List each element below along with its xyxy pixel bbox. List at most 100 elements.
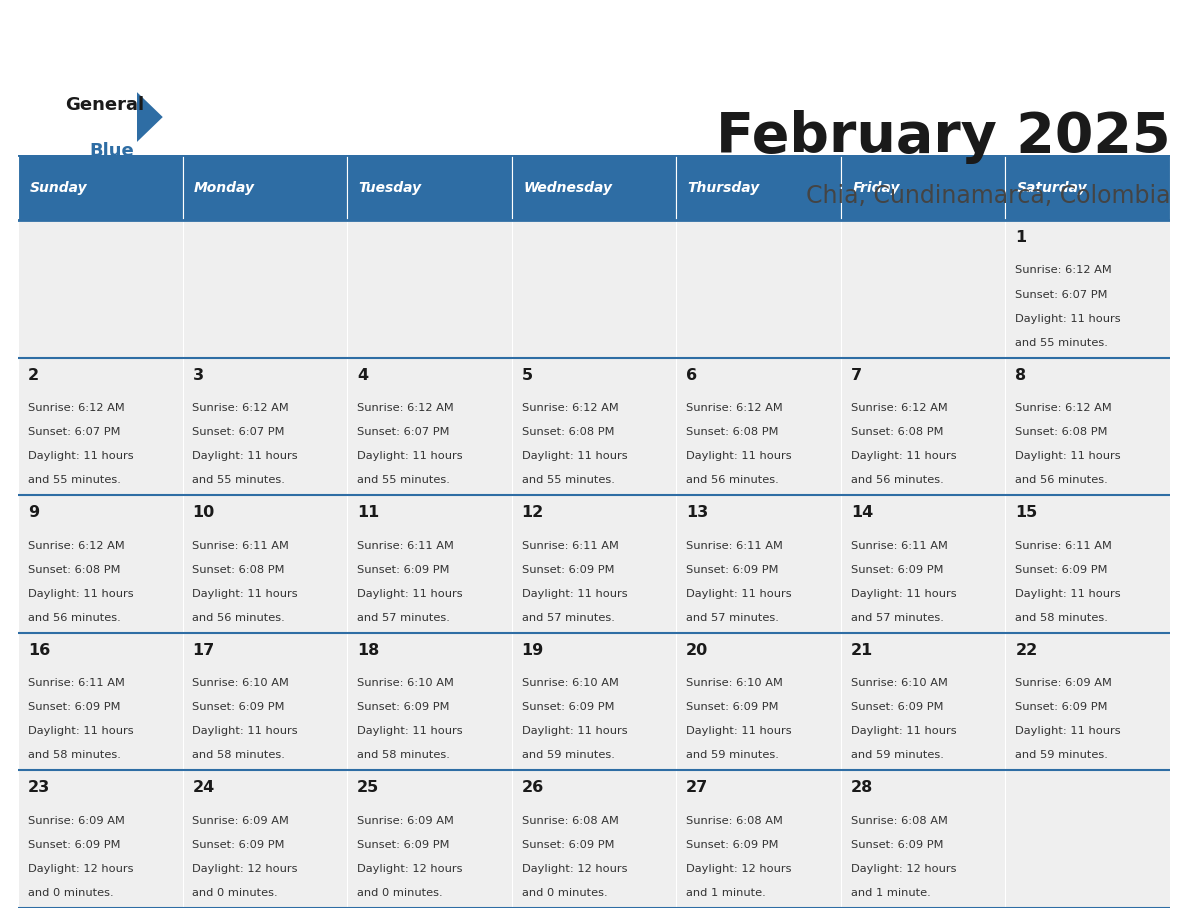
Bar [841, 496, 1005, 633]
Bar [18, 220, 183, 358]
Text: and 0 minutes.: and 0 minutes. [192, 888, 278, 898]
Text: 28: 28 [851, 780, 873, 796]
Text: Thursday: Thursday [688, 181, 760, 195]
Text: Sunrise: 6:08 AM: Sunrise: 6:08 AM [851, 815, 948, 825]
Text: and 56 minutes.: and 56 minutes. [687, 476, 779, 486]
Bar [1005, 633, 1170, 770]
Text: Sunset: 6:09 PM: Sunset: 6:09 PM [687, 702, 778, 712]
Text: 21: 21 [851, 643, 873, 658]
Text: Sunset: 6:08 PM: Sunset: 6:08 PM [1016, 427, 1107, 437]
Bar [18, 770, 183, 908]
Text: Sunset: 6:08 PM: Sunset: 6:08 PM [27, 565, 120, 575]
Text: Chia, Cundinamarca, Colombia: Chia, Cundinamarca, Colombia [805, 184, 1170, 207]
Text: Sunrise: 6:10 AM: Sunrise: 6:10 AM [687, 678, 783, 688]
Bar [18, 358, 183, 496]
Text: Daylight: 11 hours: Daylight: 11 hours [192, 451, 298, 461]
Text: Sunrise: 6:10 AM: Sunrise: 6:10 AM [358, 678, 454, 688]
Text: Saturday: Saturday [1017, 181, 1087, 195]
Polygon shape [137, 92, 163, 142]
Text: 15: 15 [1016, 506, 1037, 521]
Text: Blue: Blue [89, 142, 134, 161]
Bar [676, 358, 841, 496]
Text: 11: 11 [358, 506, 379, 521]
Text: Sunrise: 6:10 AM: Sunrise: 6:10 AM [192, 678, 290, 688]
Text: Daylight: 11 hours: Daylight: 11 hours [1016, 451, 1121, 461]
Text: 13: 13 [687, 506, 708, 521]
Text: 26: 26 [522, 780, 544, 796]
Text: and 0 minutes.: and 0 minutes. [358, 888, 443, 898]
Text: Tuesday: Tuesday [359, 181, 422, 195]
Text: Sunrise: 6:11 AM: Sunrise: 6:11 AM [27, 678, 125, 688]
Text: General: General [65, 96, 145, 115]
Text: Sunset: 6:07 PM: Sunset: 6:07 PM [1016, 289, 1107, 299]
Bar [18, 633, 183, 770]
Text: and 55 minutes.: and 55 minutes. [522, 476, 614, 486]
Text: and 55 minutes.: and 55 minutes. [358, 476, 450, 486]
Text: Daylight: 11 hours: Daylight: 11 hours [522, 726, 627, 736]
Bar [18, 155, 183, 220]
Text: Friday: Friday [852, 181, 899, 195]
Bar [1005, 155, 1170, 220]
Text: Sunrise: 6:12 AM: Sunrise: 6:12 AM [687, 403, 783, 413]
Bar [676, 633, 841, 770]
Text: and 55 minutes.: and 55 minutes. [1016, 338, 1108, 348]
Text: Sunday: Sunday [30, 181, 87, 195]
Text: Sunrise: 6:09 AM: Sunrise: 6:09 AM [1016, 678, 1112, 688]
Text: 23: 23 [27, 780, 50, 796]
Text: 27: 27 [687, 780, 708, 796]
Text: Sunset: 6:07 PM: Sunset: 6:07 PM [27, 427, 120, 437]
Text: Daylight: 12 hours: Daylight: 12 hours [192, 864, 298, 874]
Text: and 0 minutes.: and 0 minutes. [27, 888, 114, 898]
Text: Sunset: 6:09 PM: Sunset: 6:09 PM [522, 840, 614, 850]
Text: Daylight: 12 hours: Daylight: 12 hours [687, 864, 791, 874]
Text: Daylight: 11 hours: Daylight: 11 hours [27, 451, 133, 461]
Bar [183, 155, 347, 220]
Text: Daylight: 11 hours: Daylight: 11 hours [687, 588, 791, 599]
Text: and 55 minutes.: and 55 minutes. [27, 476, 121, 486]
Text: Sunrise: 6:11 AM: Sunrise: 6:11 AM [192, 541, 290, 551]
Text: Sunrise: 6:10 AM: Sunrise: 6:10 AM [851, 678, 948, 688]
Text: Sunrise: 6:10 AM: Sunrise: 6:10 AM [522, 678, 619, 688]
Bar [347, 220, 512, 358]
Text: Daylight: 11 hours: Daylight: 11 hours [851, 726, 956, 736]
Bar [512, 633, 676, 770]
Text: Daylight: 11 hours: Daylight: 11 hours [358, 588, 462, 599]
Text: and 57 minutes.: and 57 minutes. [522, 612, 614, 622]
Text: and 58 minutes.: and 58 minutes. [192, 750, 285, 760]
Bar [841, 155, 1005, 220]
Bar [676, 220, 841, 358]
Bar [1005, 220, 1170, 358]
Bar [512, 155, 676, 220]
Text: Daylight: 11 hours: Daylight: 11 hours [687, 726, 791, 736]
Text: Daylight: 12 hours: Daylight: 12 hours [522, 864, 627, 874]
Text: 2: 2 [27, 368, 39, 383]
Text: Sunset: 6:09 PM: Sunset: 6:09 PM [851, 840, 943, 850]
Text: and 1 minute.: and 1 minute. [687, 888, 766, 898]
Text: and 57 minutes.: and 57 minutes. [851, 612, 943, 622]
Text: Daylight: 11 hours: Daylight: 11 hours [1016, 588, 1121, 599]
Text: Sunrise: 6:12 AM: Sunrise: 6:12 AM [27, 541, 125, 551]
Bar [347, 496, 512, 633]
Text: Sunrise: 6:11 AM: Sunrise: 6:11 AM [687, 541, 783, 551]
Bar [183, 770, 347, 908]
Text: Daylight: 12 hours: Daylight: 12 hours [358, 864, 462, 874]
Text: and 57 minutes.: and 57 minutes. [358, 612, 450, 622]
Text: Sunset: 6:08 PM: Sunset: 6:08 PM [687, 427, 778, 437]
Text: and 0 minutes.: and 0 minutes. [522, 888, 607, 898]
Text: Sunrise: 6:11 AM: Sunrise: 6:11 AM [358, 541, 454, 551]
Text: Sunrise: 6:12 AM: Sunrise: 6:12 AM [1016, 403, 1112, 413]
Bar [183, 358, 347, 496]
Text: Sunset: 6:09 PM: Sunset: 6:09 PM [687, 565, 778, 575]
Text: and 58 minutes.: and 58 minutes. [1016, 612, 1108, 622]
Text: and 55 minutes.: and 55 minutes. [192, 476, 285, 486]
Text: 1: 1 [1016, 230, 1026, 245]
Text: Sunset: 6:09 PM: Sunset: 6:09 PM [358, 702, 449, 712]
Text: Sunset: 6:08 PM: Sunset: 6:08 PM [522, 427, 614, 437]
Text: and 56 minutes.: and 56 minutes. [1016, 476, 1108, 486]
Text: 7: 7 [851, 368, 861, 383]
Bar [512, 358, 676, 496]
Text: 16: 16 [27, 643, 50, 658]
Text: Sunset: 6:09 PM: Sunset: 6:09 PM [192, 702, 285, 712]
Text: and 59 minutes.: and 59 minutes. [522, 750, 614, 760]
Text: Sunset: 6:09 PM: Sunset: 6:09 PM [27, 840, 120, 850]
